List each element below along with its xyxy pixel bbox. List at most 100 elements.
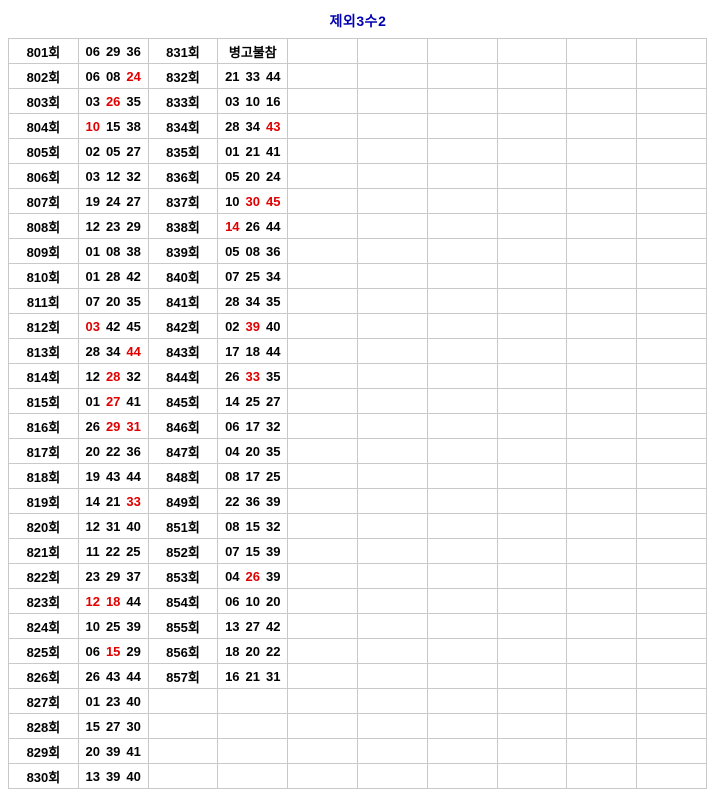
number-token: 37	[126, 568, 141, 584]
round-cell: 836회	[147, 163, 219, 189]
number-token: 29	[126, 218, 141, 234]
empty-cell	[566, 188, 638, 214]
table-row: 805회 02 05 27 835회 01 21 41	[8, 138, 707, 164]
number-token: 16	[225, 668, 240, 684]
empty-cell	[496, 513, 568, 539]
number-token: 07	[225, 268, 240, 284]
round-cell: 853회	[147, 563, 219, 589]
number-token: 18	[105, 593, 121, 609]
table-row: 818회 19 43 44 848회 08 17 25	[8, 463, 707, 489]
numbers-cell: 06 29 36	[77, 38, 149, 64]
numbers-cell: 12 18 44	[77, 588, 149, 614]
number-token: 06	[85, 43, 100, 59]
empty-cell	[636, 63, 707, 89]
round-cell: 823회	[8, 588, 79, 614]
numbers-cell: 01 23 40	[77, 688, 149, 714]
empty-cell	[426, 438, 498, 464]
numbers-cell: 10 25 39	[77, 613, 149, 639]
empty-cell	[426, 663, 498, 689]
empty-cell	[496, 363, 568, 389]
numbers-cell: 14 26 44	[217, 213, 289, 239]
number-token: 45	[126, 318, 141, 334]
empty-cell	[426, 738, 498, 764]
empty-cell	[566, 338, 638, 364]
number-token: 08	[105, 243, 121, 259]
empty-cell	[356, 113, 428, 139]
round-cell: 821회	[8, 538, 79, 564]
empty-cell	[356, 263, 428, 289]
empty-cell	[426, 538, 498, 564]
table-row: 825회 06 15 29 856회 18 20 22	[8, 638, 707, 664]
empty-cell	[356, 363, 428, 389]
number-token: 36	[126, 43, 141, 59]
numbers-cell: 07 15 39	[217, 538, 289, 564]
table-row: 828회 15 27 30	[8, 713, 707, 739]
round-cell: 811회	[8, 288, 79, 314]
numbers-cell: 01 21 41	[217, 138, 289, 164]
empty-cell	[287, 613, 358, 639]
numbers-cell: 18 20 22	[217, 638, 289, 664]
number-token: 27	[105, 718, 121, 734]
empty-cell	[566, 488, 638, 514]
number-token: 31	[266, 668, 281, 684]
table-row: 803회 03 26 35 833회 03 10 16	[8, 88, 707, 114]
empty-cell	[356, 563, 428, 589]
empty-cell	[426, 338, 498, 364]
round-cell: 843회	[147, 338, 219, 364]
empty-cell	[496, 138, 568, 164]
empty-cell	[287, 438, 358, 464]
round-cell: 822회	[8, 563, 79, 589]
number-token: 21	[245, 143, 261, 159]
number-token: 29	[105, 43, 121, 59]
number-token: 05	[105, 143, 121, 159]
empty-cell	[636, 338, 707, 364]
number-token: 29	[126, 643, 141, 659]
number-token: 10	[245, 93, 261, 109]
empty-cell	[426, 488, 498, 514]
numbers-cell: 22 36 39	[217, 488, 289, 514]
number-token: 19	[85, 193, 100, 209]
number-token: 15	[245, 518, 261, 534]
number-token: 20	[245, 168, 261, 184]
empty-cell	[426, 563, 498, 589]
empty-cell	[287, 163, 358, 189]
empty-cell	[356, 238, 428, 264]
round-cell: 840회	[147, 263, 219, 289]
empty-cell	[636, 388, 707, 414]
number-token: 12	[85, 218, 100, 234]
empty-cell	[496, 738, 568, 764]
empty-cell	[566, 88, 638, 114]
numbers-cell: 28 34 44	[77, 338, 149, 364]
number-token: 27	[266, 393, 281, 409]
table-row: 806회 03 12 32 836회 05 20 24	[8, 163, 707, 189]
number-token: 44	[126, 343, 141, 359]
table-row: 816회 26 29 31 846회 06 17 32	[8, 413, 707, 439]
empty-cell	[426, 88, 498, 114]
empty-cell	[496, 313, 568, 339]
number-token: 26	[85, 418, 100, 434]
number-token: 32	[126, 368, 141, 384]
empty-cell	[356, 738, 428, 764]
number-token: 35	[266, 443, 281, 459]
numbers-cell: 11 22 25	[77, 538, 149, 564]
round-cell: 805회	[8, 138, 79, 164]
number-token: 30	[245, 193, 261, 209]
number-token: 10	[85, 618, 100, 634]
number-token: 18	[225, 643, 240, 659]
numbers-cell: 06 08 24	[77, 63, 149, 89]
empty-cell	[566, 138, 638, 164]
empty-cell	[636, 163, 707, 189]
number-token: 03	[225, 93, 240, 109]
empty-cell	[566, 213, 638, 239]
number-token: 26	[245, 218, 261, 234]
number-token: 08	[105, 68, 121, 84]
empty-cell	[496, 563, 568, 589]
number-token: 28	[105, 368, 121, 384]
numbers-cell: 03 12 32	[77, 163, 149, 189]
empty-cell	[426, 313, 498, 339]
number-token: 07	[225, 543, 240, 559]
empty-cell	[496, 113, 568, 139]
number-token: 17	[225, 343, 240, 359]
numbers-cell	[217, 763, 289, 789]
numbers-cell: 07 25 34	[217, 263, 289, 289]
